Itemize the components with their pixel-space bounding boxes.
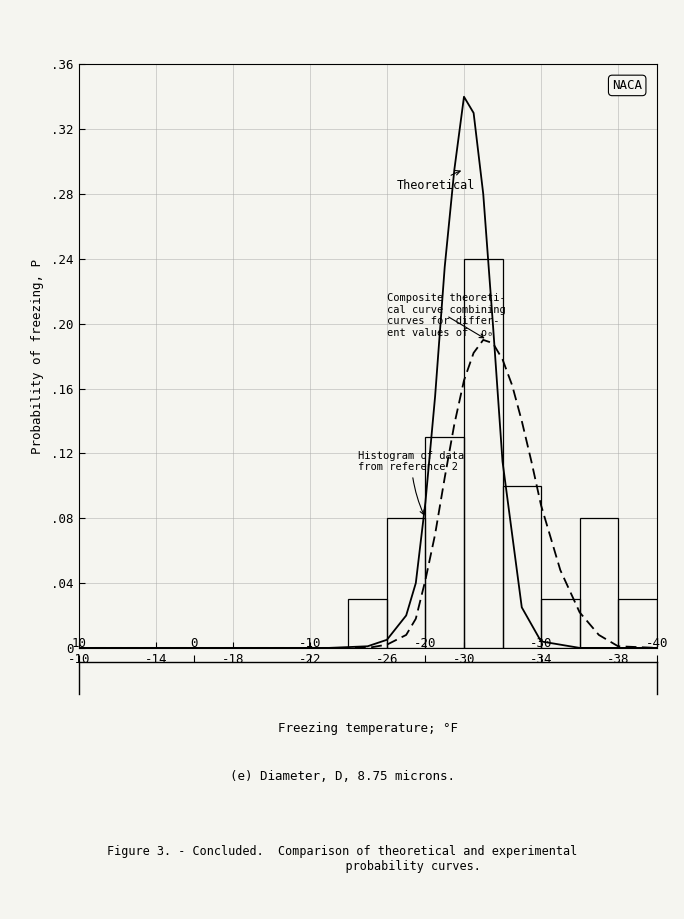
Text: Composite theoreti-
cal curve combining
curves for differ-
ent values of  ρ₀: Composite theoreti- cal curve combining … <box>387 293 505 338</box>
Bar <box>618 599 657 648</box>
Y-axis label: Probability of freezing, P: Probability of freezing, P <box>31 258 44 454</box>
Bar <box>387 518 425 648</box>
Text: Theoretical: Theoretical <box>397 171 475 192</box>
Text: Figure 3. - Concluded.  Comparison of theoretical and experimental
             : Figure 3. - Concluded. Comparison of the… <box>107 845 577 873</box>
Bar <box>541 599 579 648</box>
Bar <box>348 599 387 648</box>
X-axis label: Freezing temperature; °F: Freezing temperature; °F <box>278 721 458 734</box>
Bar <box>579 518 618 648</box>
Text: (e) Diameter, D, 8.75 microns.: (e) Diameter, D, 8.75 microns. <box>230 770 454 783</box>
Bar <box>503 486 541 648</box>
X-axis label: Freezing temperature, °C: Freezing temperature, °C <box>278 673 458 686</box>
Bar <box>464 259 503 648</box>
Text: Histogram of data
from reference 2: Histogram of data from reference 2 <box>358 450 464 515</box>
Bar <box>425 437 464 648</box>
Text: NACA: NACA <box>612 79 642 92</box>
